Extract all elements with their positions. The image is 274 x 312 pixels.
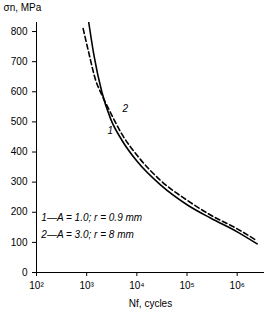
svg-text:σn, MPa: σn, MPa [4, 2, 42, 13]
svg-text:10³: 10³ [79, 280, 94, 291]
svg-text:2—A = 3.0; r = 8 mm: 2—A = 3.0; r = 8 mm [40, 229, 133, 240]
svg-text:400: 400 [11, 146, 28, 157]
svg-text:100: 100 [11, 237, 28, 248]
svg-text:10²: 10² [29, 280, 44, 291]
svg-text:300: 300 [11, 176, 28, 187]
svg-text:1: 1 [107, 125, 113, 136]
svg-text:2: 2 [122, 103, 129, 114]
svg-text:200: 200 [11, 206, 28, 217]
svg-text:700: 700 [11, 56, 28, 67]
svg-text:1—A = 1.0; r = 0.9 mm: 1—A = 1.0; r = 0.9 mm [41, 212, 142, 223]
svg-text:0: 0 [22, 267, 28, 278]
svg-text:500: 500 [11, 116, 28, 127]
svg-text:10⁶: 10⁶ [230, 280, 245, 291]
svg-text:10⁴: 10⁴ [129, 280, 144, 291]
svg-text:600: 600 [11, 86, 28, 97]
svg-text:Nf, cycles: Nf, cycles [129, 298, 172, 309]
svg-text:10⁵: 10⁵ [179, 280, 194, 291]
svg-text:800: 800 [11, 26, 28, 37]
